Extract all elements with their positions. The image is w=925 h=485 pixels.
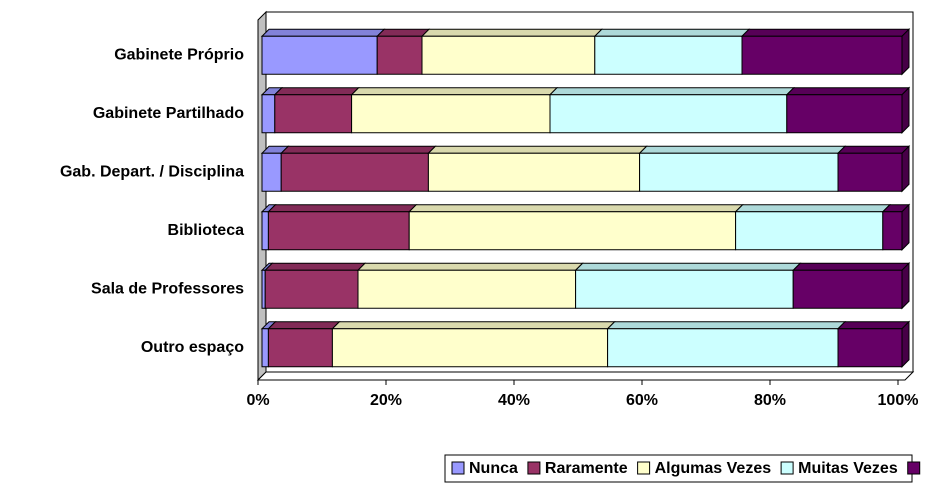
bar	[837, 328, 903, 368]
bar-top	[836, 321, 911, 330]
bar-top	[836, 145, 911, 154]
bar	[351, 94, 551, 134]
y-tick-label: Gab. Depart. / Disciplina	[60, 163, 244, 180]
bar-top	[331, 321, 616, 330]
bar-side	[901, 28, 910, 76]
bar	[261, 35, 378, 75]
floor	[256, 371, 915, 381]
bar	[331, 328, 609, 368]
bar-top	[350, 87, 559, 96]
bar	[549, 94, 788, 134]
bar	[639, 152, 839, 192]
x-tick-label: 100%	[878, 392, 919, 409]
bar	[786, 94, 903, 134]
bar	[357, 269, 577, 309]
bar-top	[593, 28, 751, 37]
bar-top	[356, 262, 584, 271]
bar	[280, 152, 429, 192]
bar-top	[638, 145, 847, 154]
bar	[261, 152, 282, 192]
bar-top	[734, 204, 892, 213]
bar	[594, 35, 743, 75]
bar	[408, 211, 737, 251]
legend-box	[444, 454, 913, 483]
legend-swatch	[451, 461, 465, 475]
bar-side	[901, 262, 910, 310]
bar	[261, 211, 269, 251]
bar	[607, 328, 839, 368]
bar	[735, 211, 884, 251]
bar-top	[260, 28, 386, 37]
bar	[267, 211, 410, 251]
bar-top	[606, 321, 847, 330]
bar	[741, 35, 903, 75]
bar-top	[279, 145, 437, 154]
legend-label: Muitas Vezes	[798, 460, 898, 477]
legend-swatch	[637, 461, 651, 475]
x-tick-label: 40%	[498, 392, 530, 409]
bar-top	[740, 28, 911, 37]
bar	[267, 328, 333, 368]
y-tick-label: Gabinete Partilhado	[93, 105, 244, 122]
x-tick-label: 0%	[246, 392, 269, 409]
bar	[261, 328, 269, 368]
bar	[264, 269, 359, 309]
bar-top	[548, 87, 796, 96]
bar-side	[901, 145, 910, 193]
bar-top	[407, 204, 744, 213]
bar-top	[267, 204, 418, 213]
bar-top	[375, 28, 431, 37]
bar-top	[574, 262, 802, 271]
bar	[882, 211, 903, 251]
legend-swatch	[527, 461, 541, 475]
bar	[421, 35, 596, 75]
legend-swatch	[780, 461, 794, 475]
x-tick-label: 60%	[626, 392, 658, 409]
bar	[261, 94, 276, 134]
bar-top	[791, 262, 911, 271]
legend-label: Raramente	[545, 460, 628, 477]
bar	[376, 35, 423, 75]
back-wall	[265, 11, 914, 373]
bar-top	[427, 145, 648, 154]
y-tick-label: Gabinete Próprio	[114, 46, 244, 63]
bar-side	[901, 203, 910, 251]
bar-top	[273, 87, 360, 96]
bar-top	[267, 321, 341, 330]
bar-top	[420, 28, 604, 37]
y-tick-label: Outro espaço	[141, 339, 244, 356]
x-tick-label: 20%	[370, 392, 402, 409]
x-tick-label: 80%	[754, 392, 786, 409]
legend-label: Nunca	[469, 460, 518, 477]
y-tick-label: Sala de Professores	[91, 280, 244, 297]
bar	[792, 269, 903, 309]
bar	[274, 94, 353, 134]
bar	[575, 269, 794, 309]
bar-top	[785, 87, 911, 96]
legend-swatch	[907, 461, 921, 475]
bar-top	[263, 262, 367, 271]
bar-side	[901, 320, 910, 368]
bar	[427, 152, 641, 192]
y-tick-label: Biblioteca	[168, 222, 245, 239]
bar-side	[901, 86, 910, 134]
legend-label: Algumas Vezes	[655, 460, 772, 477]
bar	[837, 152, 903, 192]
